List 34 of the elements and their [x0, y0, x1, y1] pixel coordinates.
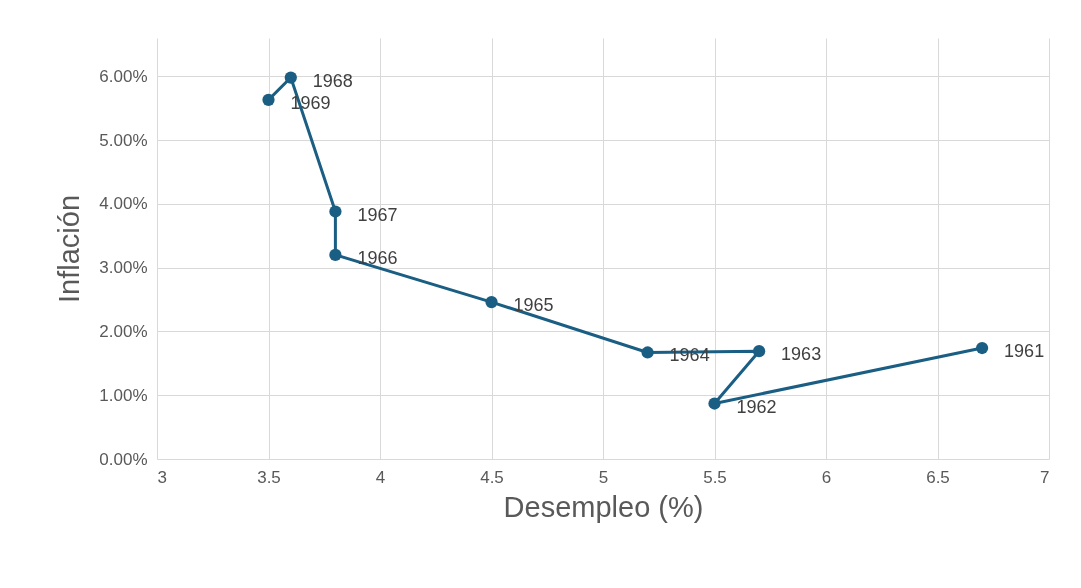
- annotation: 1968: [312, 70, 353, 91]
- point: [284, 71, 297, 84]
- annotation: 1962: [736, 396, 777, 417]
- x-tick-label: 5.5: [703, 467, 727, 487]
- x-tick-label: 4: [375, 467, 386, 487]
- y-tick-label: 0.00%: [99, 449, 148, 469]
- annotation: 1965: [513, 295, 554, 316]
- point: [329, 248, 342, 261]
- point: [485, 295, 498, 309]
- y-axis-title: Inflación: [53, 194, 86, 304]
- y-tick-label: 5.00%: [99, 130, 148, 150]
- y-tick-label: 2.00%: [99, 321, 148, 341]
- point: [329, 205, 342, 218]
- point: [708, 397, 721, 410]
- x-tick-label: 6: [821, 467, 832, 487]
- y-tick-label: 3.00%: [99, 258, 148, 278]
- x-tick-label: 4.5: [480, 467, 504, 487]
- x-tick-label: 6.5: [926, 467, 950, 487]
- annotation: 1963: [781, 344, 822, 365]
- y-tick-label: 1.00%: [99, 385, 148, 405]
- x-tick-label: 3: [157, 467, 167, 487]
- y-tick-label: 6.00%: [99, 66, 148, 86]
- point: [975, 341, 989, 355]
- annotation: 1961: [1004, 341, 1045, 362]
- x-axis-title: Desempleo (%): [503, 490, 704, 523]
- x-tick-label: 7: [1040, 467, 1050, 487]
- x-tick-label: 3.5: [257, 467, 281, 487]
- point: [641, 346, 654, 359]
- annotation: 1966: [357, 247, 398, 268]
- x-tick-label: 5: [598, 467, 609, 487]
- y-tick-label: 4.00%: [99, 194, 148, 214]
- point: [752, 345, 766, 358]
- point: [262, 93, 275, 106]
- annotation: 1967: [357, 204, 398, 225]
